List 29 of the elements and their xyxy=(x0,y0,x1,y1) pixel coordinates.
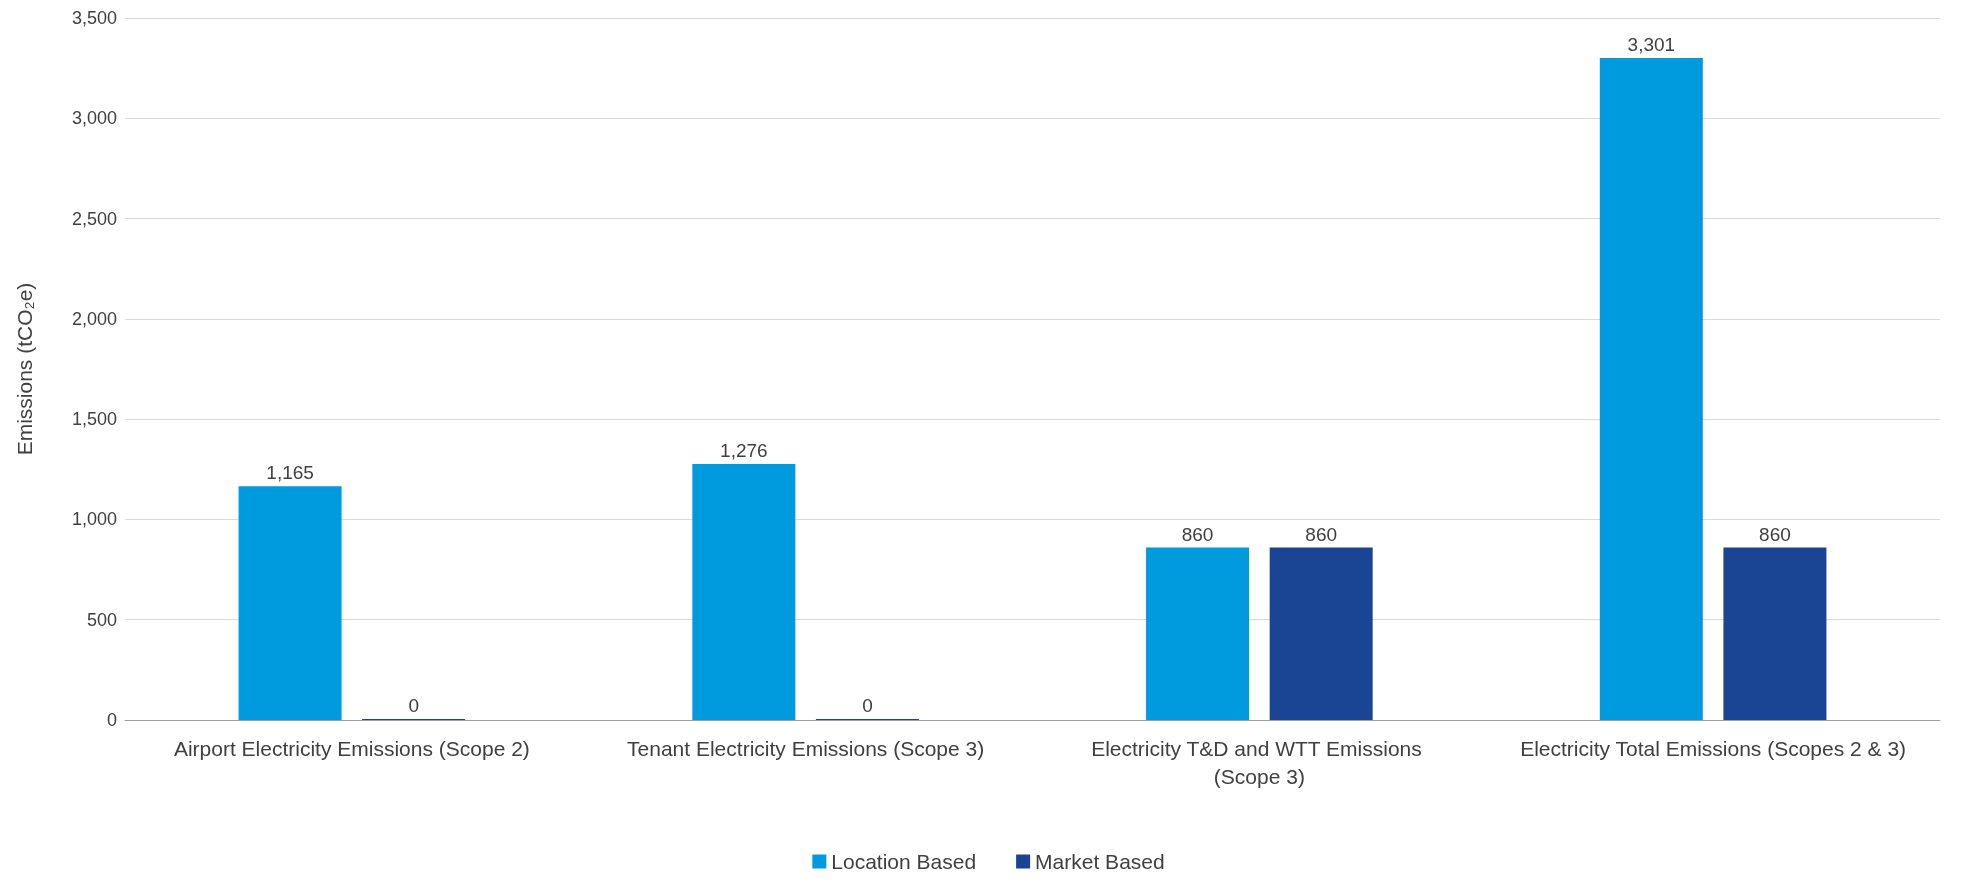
bar xyxy=(1146,547,1250,720)
data-label: 0 xyxy=(408,695,419,716)
x-tick-label: Electricity T&D and WTT Emissions (Scope 3) xyxy=(1091,736,1428,788)
y-tick-label: 2,500 xyxy=(71,208,117,229)
bar xyxy=(238,486,342,720)
x-tick-label: Tenant Electricity Emissions (Scope 3) xyxy=(627,736,985,760)
y-tick-label: 0 xyxy=(106,710,117,730)
bar xyxy=(1723,547,1827,720)
data-label: 1,276 xyxy=(720,440,768,462)
y-tick-label: 2,000 xyxy=(71,308,117,329)
y-tick-label: 1,500 xyxy=(71,409,117,430)
data-label: 860 xyxy=(1759,523,1791,545)
data-label: 1,165 xyxy=(266,462,314,484)
y-tick-label: 1,000 xyxy=(71,509,117,530)
y-tick-label: 3,500 xyxy=(71,8,117,28)
data-label: 860 xyxy=(1181,523,1214,545)
x-tick-label: Electricity Total Emissions (Scopes 2 & 3) xyxy=(1520,736,1907,760)
y-tick-label: 500 xyxy=(86,609,117,630)
bar xyxy=(1269,547,1373,720)
y-tick-label: 3,000 xyxy=(71,108,117,129)
legend-label: Location Based xyxy=(831,850,977,873)
data-label: 860 xyxy=(1305,523,1338,545)
data-label: 3,301 xyxy=(1627,33,1676,55)
data-label: 0 xyxy=(862,695,873,716)
x-tick-label: Airport Electricity Emissions (Scope 2) xyxy=(173,736,530,760)
bar xyxy=(1599,57,1703,720)
legend-label: Market Based xyxy=(1035,850,1165,873)
bar xyxy=(692,464,796,720)
y-axis-title: Emissions (tCO₂e) xyxy=(13,282,36,456)
